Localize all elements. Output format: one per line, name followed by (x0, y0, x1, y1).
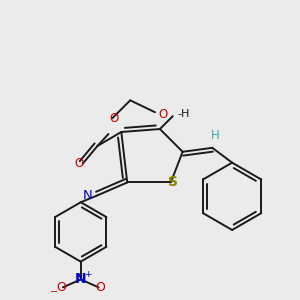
Text: O: O (110, 112, 119, 124)
Text: H: H (211, 130, 220, 142)
Text: -H: -H (178, 109, 190, 119)
Text: −: − (50, 287, 58, 297)
Text: +: + (84, 270, 92, 279)
Text: N: N (83, 189, 93, 202)
Text: O: O (96, 281, 106, 294)
Text: N: N (75, 272, 86, 286)
Text: O: O (159, 108, 168, 121)
Text: S: S (168, 176, 178, 190)
Text: O: O (56, 281, 66, 294)
Text: O: O (74, 157, 83, 170)
